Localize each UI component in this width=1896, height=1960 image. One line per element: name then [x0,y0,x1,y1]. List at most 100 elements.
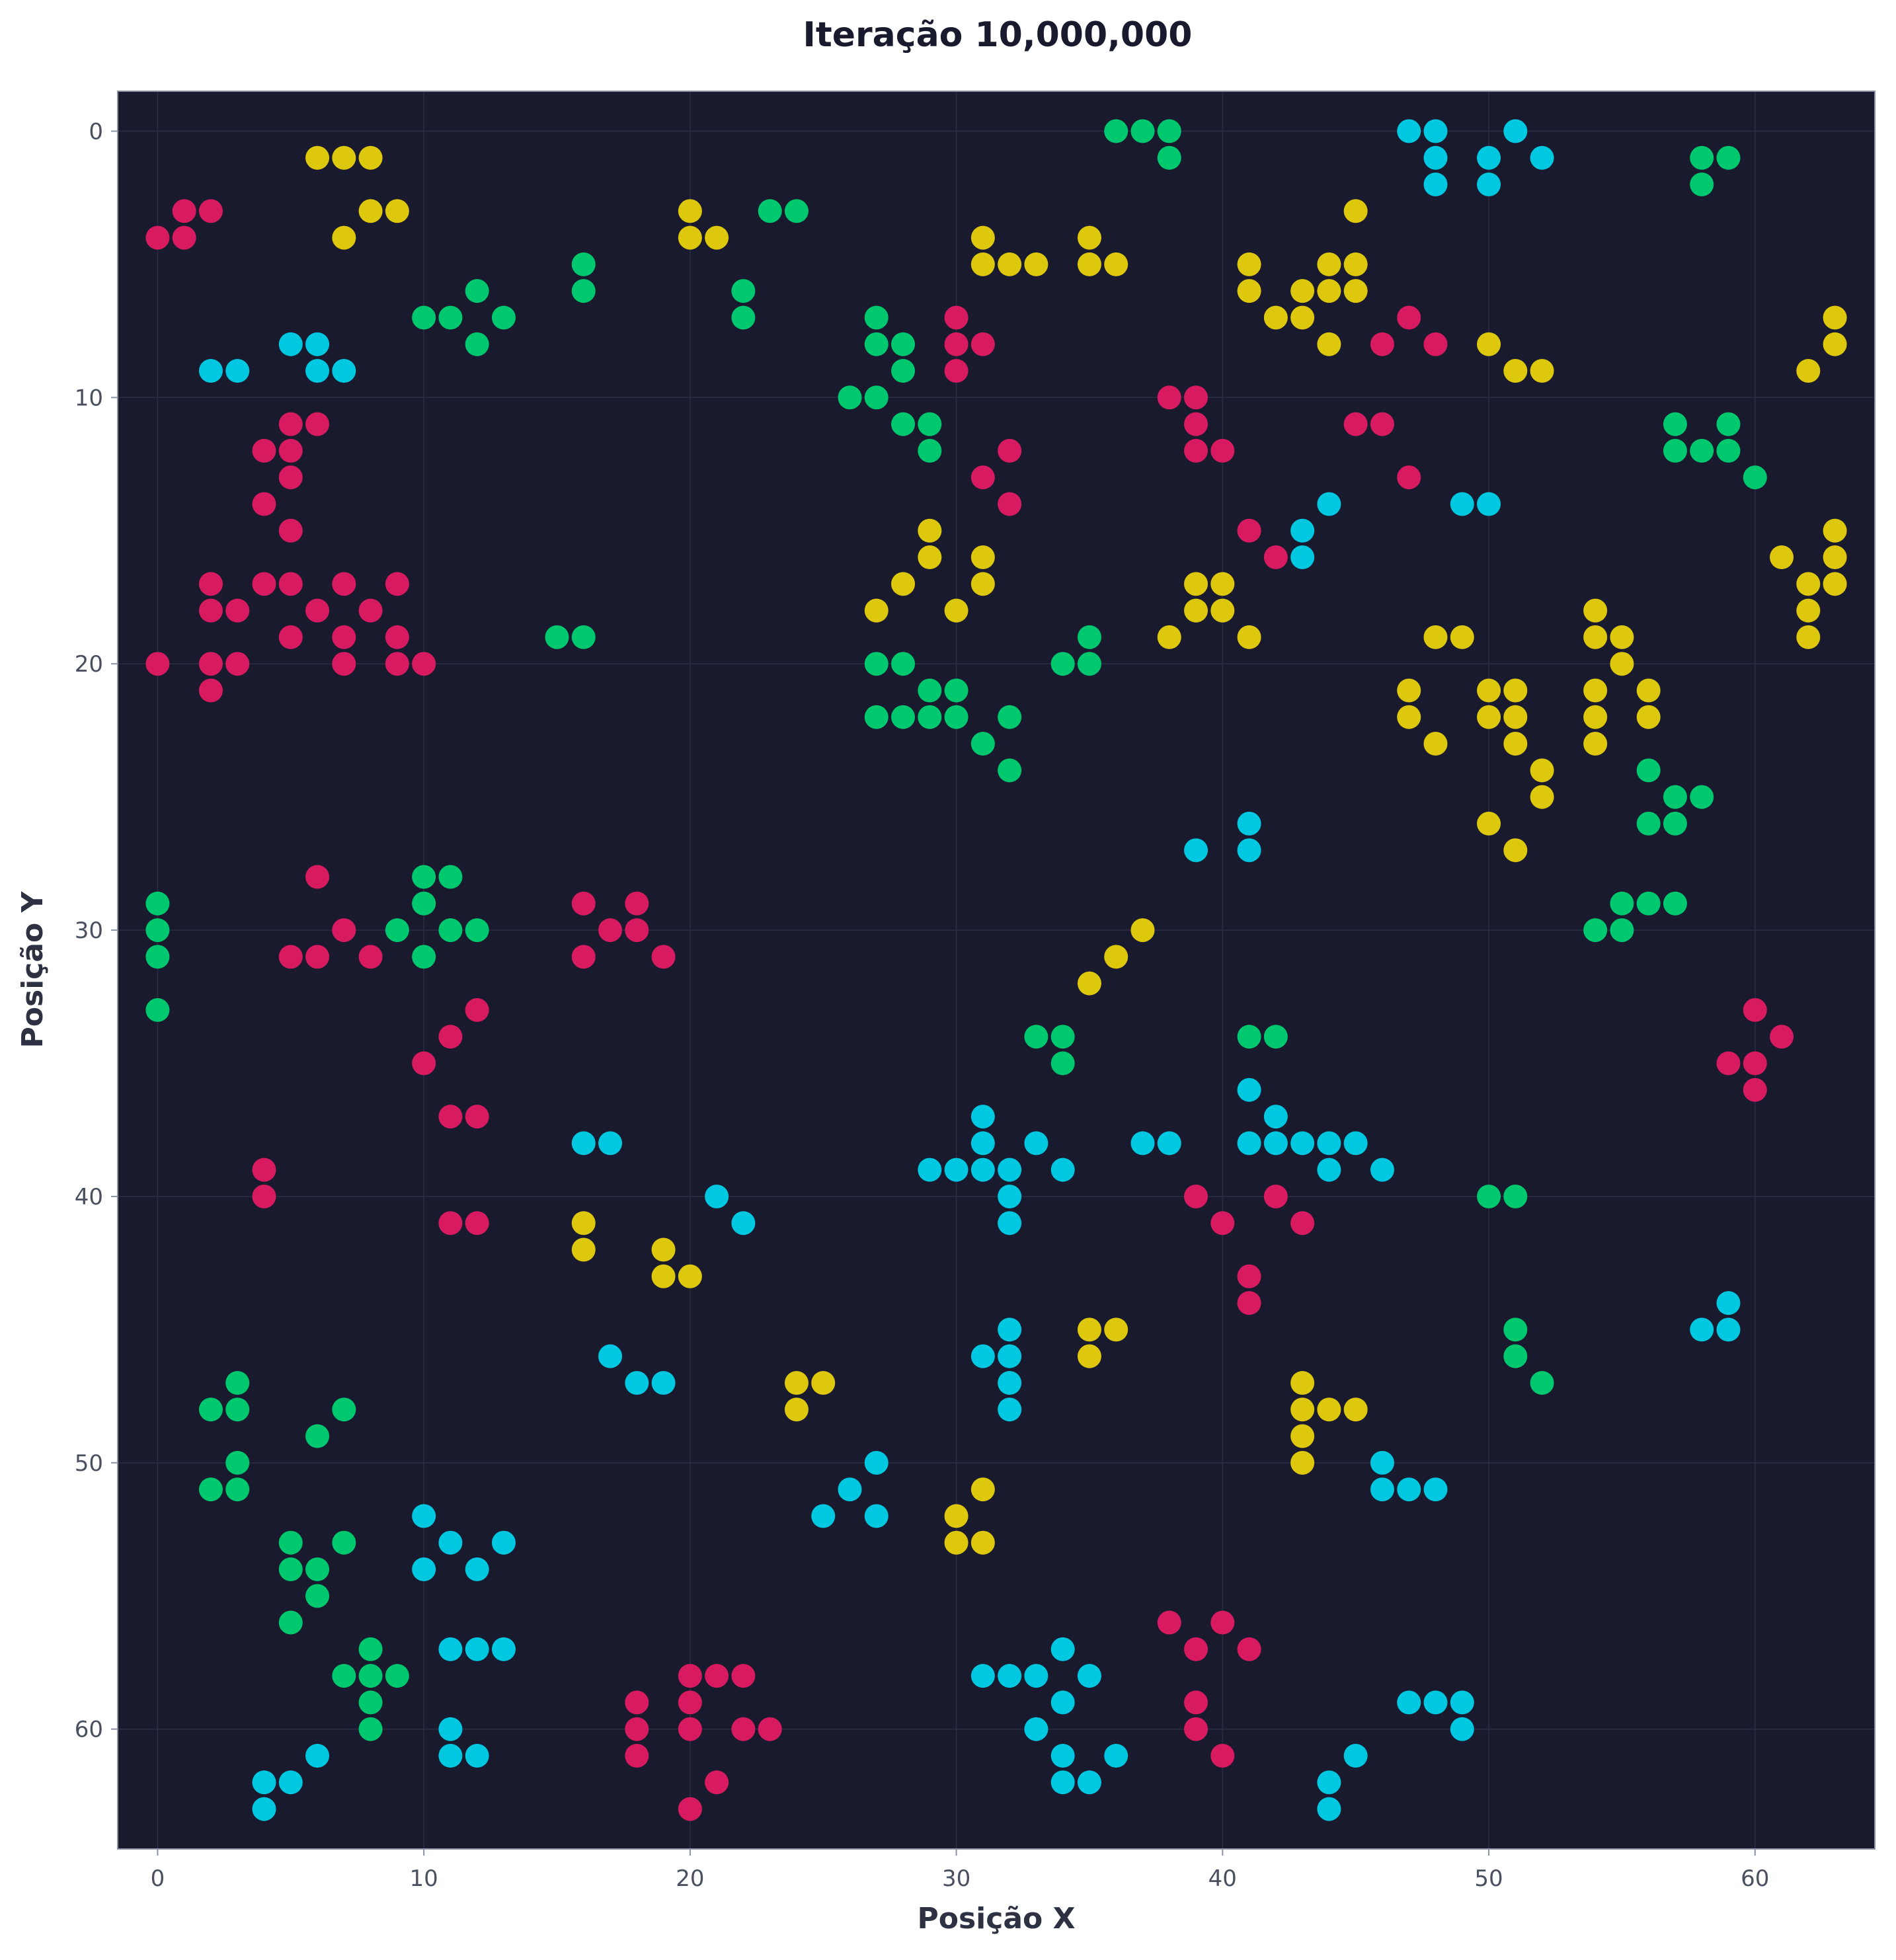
data-point [1317,1131,1341,1156]
data-point [918,678,942,703]
data-point [1077,225,1101,250]
data-point [1636,891,1661,916]
data-point [278,1557,303,1581]
data-point [1184,412,1208,436]
data-point [278,625,303,649]
data-point [1663,891,1687,916]
data-point [998,1317,1022,1342]
data-point [1343,199,1368,223]
data-point [970,572,995,596]
data-point [891,412,916,436]
data-point [1610,918,1634,943]
data-point [970,545,995,570]
data-point [864,305,889,330]
data-point [1024,1131,1048,1156]
data-point [1583,732,1608,756]
x-tick-label: 50 [1474,1865,1503,1892]
data-point [305,1424,330,1448]
data-point [305,359,330,383]
data-point [332,625,356,649]
data-point [1130,918,1155,943]
data-point [1770,1025,1794,1049]
data-point [1237,1131,1261,1156]
data-point [1237,1025,1261,1049]
data-point [1343,279,1368,303]
data-point [1130,119,1155,143]
data-point [571,252,596,276]
data-point [998,1370,1022,1395]
data-point [625,1370,649,1395]
data-point [998,1184,1022,1208]
data-point [784,1397,809,1422]
data-point [1050,1637,1075,1661]
data-point [278,1530,303,1555]
data-point [332,1664,356,1688]
x-axis-ticks: 0 10 20 30 40 50 60 [151,1849,1769,1892]
data-point [332,359,356,383]
data-point [1397,678,1421,703]
data-point [1503,1344,1528,1368]
data-point [1610,652,1634,676]
data-point [970,1157,995,1182]
data-point [571,279,596,303]
data-point [1290,1131,1315,1156]
data-point [651,945,676,969]
data-point [1716,1317,1741,1342]
data-point [1477,1184,1501,1208]
data-point [145,945,170,969]
data-point [1184,598,1208,623]
data-point [1636,811,1661,836]
data-point [1397,465,1421,490]
data-point [1477,811,1501,836]
data-point [1237,1291,1261,1315]
data-point [358,199,383,223]
data-point [678,1264,702,1288]
data-point [225,1370,250,1395]
data-point [1237,625,1261,649]
y-tick-label: 30 [75,918,103,944]
data-point [625,1717,649,1741]
data-point [1317,279,1341,303]
data-point [1317,1397,1341,1422]
data-point [1743,465,1767,490]
data-point [198,598,223,623]
data-point [438,1105,463,1129]
data-point [198,572,223,596]
data-point [1716,145,1741,170]
data-point [1290,1370,1315,1395]
data-point [465,1211,489,1235]
data-point [1823,572,1847,596]
data-point [358,1664,383,1688]
data-point [465,1105,489,1129]
data-point [412,305,436,330]
data-point [1317,1157,1341,1182]
data-point [571,1211,596,1235]
data-point [1477,145,1501,170]
data-point [1237,518,1261,543]
data-point [1423,625,1448,649]
data-point [1104,252,1128,276]
data-point [1184,385,1208,410]
data-point [864,332,889,356]
data-point [1317,252,1341,276]
data-point [838,385,862,410]
data-point [1184,1637,1208,1661]
data-point [305,412,330,436]
data-point [1157,1610,1181,1635]
data-point [412,1051,436,1076]
data-point [1104,1317,1128,1342]
data-point [678,1717,702,1741]
data-point [1477,173,1501,197]
data-point [278,465,303,490]
data-point [1503,119,1528,143]
data-point [305,332,330,356]
data-point [784,199,809,223]
data-point [412,865,436,889]
x-tick-label: 60 [1741,1865,1769,1892]
data-point [1663,412,1687,436]
data-point [1423,145,1448,170]
data-point [145,891,170,916]
data-point [1370,412,1394,436]
data-point [571,625,596,649]
data-point [1050,1025,1075,1049]
